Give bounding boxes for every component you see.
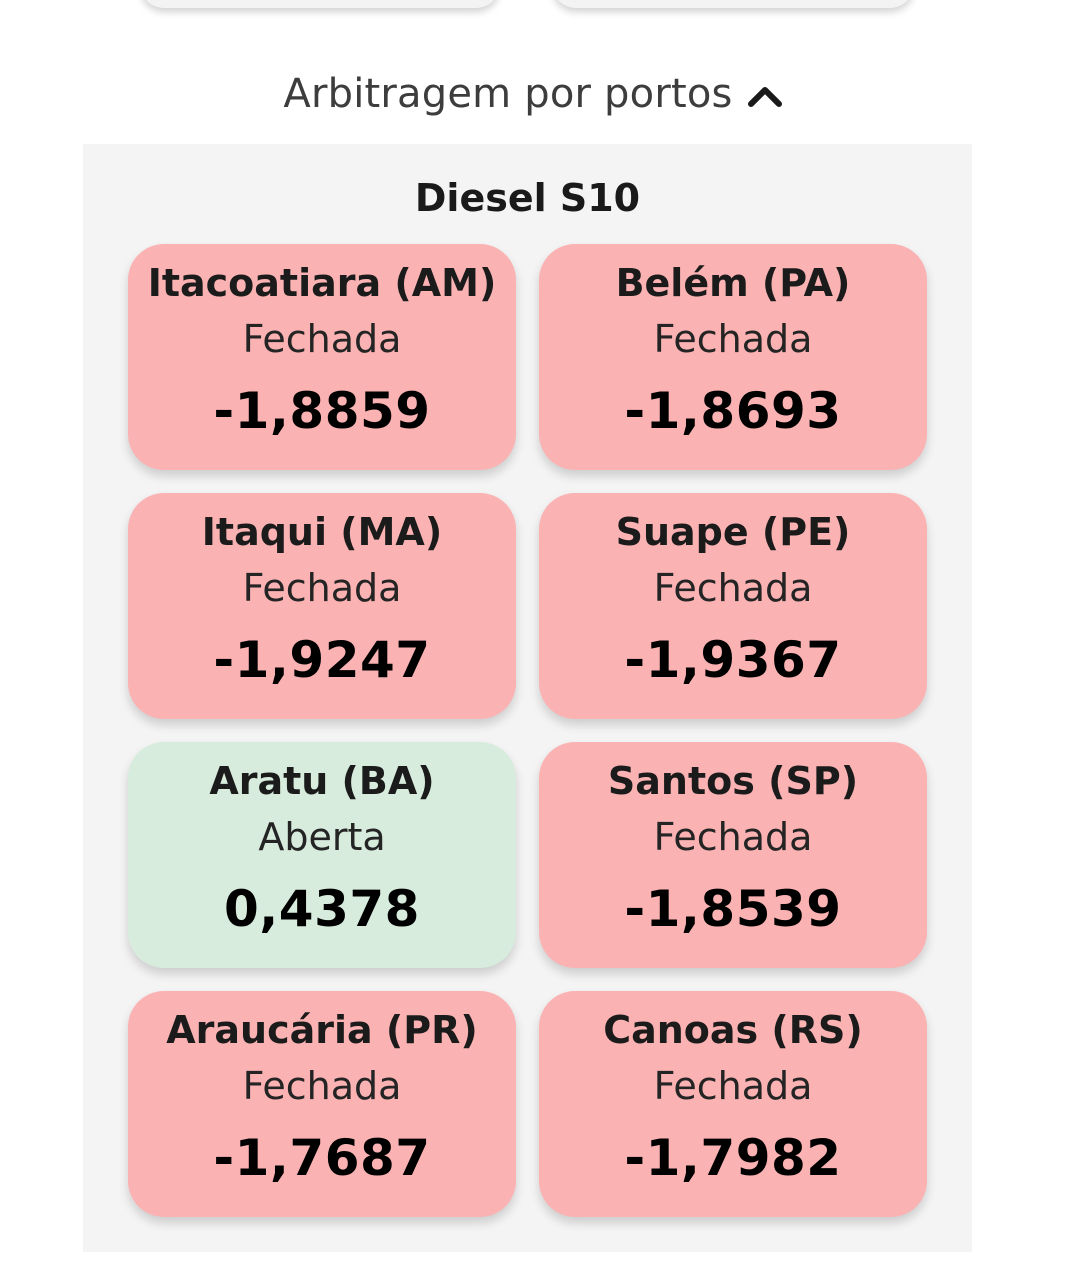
port-value: -1,8859	[213, 382, 431, 440]
ports-grid: Itacoatiara (AM) Fechada -1,8859 Belém (…	[128, 244, 927, 1217]
port-name: Itacoatiara (AM)	[147, 261, 497, 305]
previous-card-right[interactable]	[552, 0, 914, 8]
port-card[interactable]: Santos (SP) Fechada -1,8539	[539, 742, 927, 968]
port-status: Fechada	[242, 566, 402, 610]
previous-card-left[interactable]	[140, 0, 500, 8]
port-card[interactable]: Itaqui (MA) Fechada -1,9247	[128, 493, 516, 719]
port-status: Fechada	[653, 566, 813, 610]
port-value: -1,8539	[624, 880, 842, 938]
port-name: Itaqui (MA)	[201, 510, 443, 554]
port-value: -1,9247	[213, 631, 431, 689]
port-name: Aratu (BA)	[209, 759, 435, 803]
port-status: Fechada	[653, 1064, 813, 1108]
panel-title: Diesel S10	[414, 176, 641, 220]
port-status: Fechada	[653, 317, 813, 361]
port-value: -1,9367	[624, 631, 842, 689]
port-name: Suape (PE)	[615, 510, 851, 554]
arbitrage-panel: Diesel S10 Itacoatiara (AM) Fechada -1,8…	[83, 144, 972, 1252]
port-name: Araucária (PR)	[166, 1008, 478, 1052]
port-value: -1,7687	[213, 1129, 431, 1187]
port-status: Fechada	[242, 317, 402, 361]
port-card[interactable]: Itacoatiara (AM) Fechada -1,8859	[128, 244, 516, 470]
port-status: Fechada	[653, 815, 813, 859]
port-value: 0,4378	[224, 880, 420, 938]
port-card[interactable]: Aratu (BA) Aberta 0,4378	[128, 742, 516, 968]
port-name: Santos (SP)	[607, 759, 859, 803]
port-status: Fechada	[242, 1064, 402, 1108]
port-name: Belém (PA)	[615, 261, 851, 305]
section-toggle[interactable]: Arbitragem por portos	[0, 66, 1066, 122]
port-status: Aberta	[258, 815, 386, 859]
port-value: -1,8693	[624, 382, 842, 440]
chevron-up-icon	[747, 87, 782, 107]
port-value: -1,7982	[624, 1129, 842, 1187]
port-card[interactable]: Canoas (RS) Fechada -1,7982	[539, 991, 927, 1217]
port-name: Canoas (RS)	[603, 1008, 863, 1052]
port-card[interactable]: Suape (PE) Fechada -1,9367	[539, 493, 927, 719]
port-card[interactable]: Belém (PA) Fechada -1,8693	[539, 244, 927, 470]
section-title: Arbitragem por portos	[283, 71, 733, 117]
port-card[interactable]: Araucária (PR) Fechada -1,7687	[128, 991, 516, 1217]
